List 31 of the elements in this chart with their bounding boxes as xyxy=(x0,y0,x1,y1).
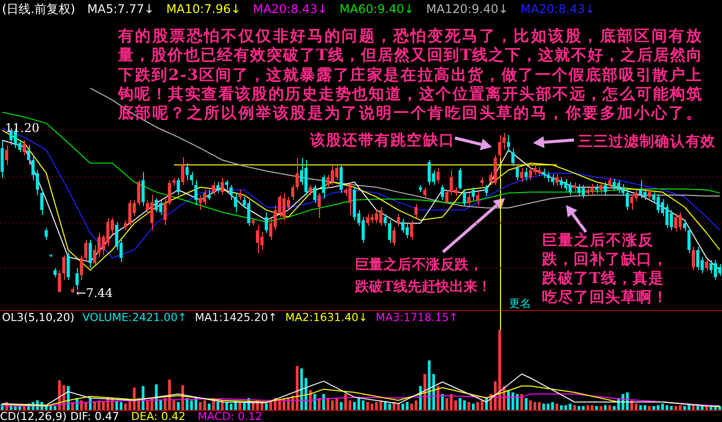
annotation: ←7.44 xyxy=(76,286,113,301)
annotation: 该股还带有跳空缺口 xyxy=(310,131,455,149)
text: VOLUME:2421.00↑ xyxy=(82,311,187,324)
text: MA5:7.77↓ xyxy=(87,2,154,16)
text: MA60:9.40↓ xyxy=(340,2,414,16)
annotation: 巨量之后不涨反 xyxy=(542,231,654,249)
text: MA3:1718.15↑ xyxy=(376,311,458,324)
annotation: 11.20 xyxy=(5,121,40,136)
text: 底部呢？之所以例举该股是为了说明一个肯吃回头草的马，你要多加小心了。 xyxy=(118,103,703,123)
chart-title: (日线.前复权) xyxy=(2,2,76,16)
text: MA10:7.96↓ xyxy=(166,2,241,16)
text: 有的股票恐怕不仅仅非好马的问题，恐怕变死马了，比如该股，底部区间有放 xyxy=(118,26,703,46)
text: MA1:1425.20↑ xyxy=(194,311,278,324)
annotation: 跌破了T线，真是 xyxy=(542,269,664,287)
annotation: 三三过滤制确认有效 xyxy=(578,133,716,150)
text: 更名 xyxy=(509,297,531,311)
text: 下跌到2-3区间了，这就暴露了庄家是在拉高出货，做了一个假底部吸引散户上 xyxy=(118,64,704,84)
annotation: CD(12,26,9) DIF: 0.47 xyxy=(0,410,120,422)
chart-title: OL3(5,10,20) xyxy=(2,311,74,324)
annotation: 跌破T线先赶快出来！ xyxy=(355,279,492,296)
annotation: MACD: 0.12 xyxy=(198,410,262,422)
text: MA2:1631.40↓ xyxy=(285,311,368,324)
text: 量，股价也已经有效突破了T线，但居然又回到T线之下，这就不好，之后居然向 xyxy=(118,45,704,65)
text: MA120:9.40↓ xyxy=(426,2,508,16)
annotation: 吃尽了回头草啊！ xyxy=(542,288,668,306)
text: MA20:8.43↓ xyxy=(520,2,596,16)
annotation: 跌，回补了缺口， xyxy=(542,250,668,268)
annotation: DEA: 0.42 xyxy=(131,410,186,422)
annotation: 巨量之后不涨反跌， xyxy=(355,257,483,274)
text: 钩呢！其实查看该股的历史走势也知道，这个位置离开头部不远，怎么可能构筑 xyxy=(118,84,703,104)
legend-label: MA20:8.43↓ xyxy=(252,2,328,16)
